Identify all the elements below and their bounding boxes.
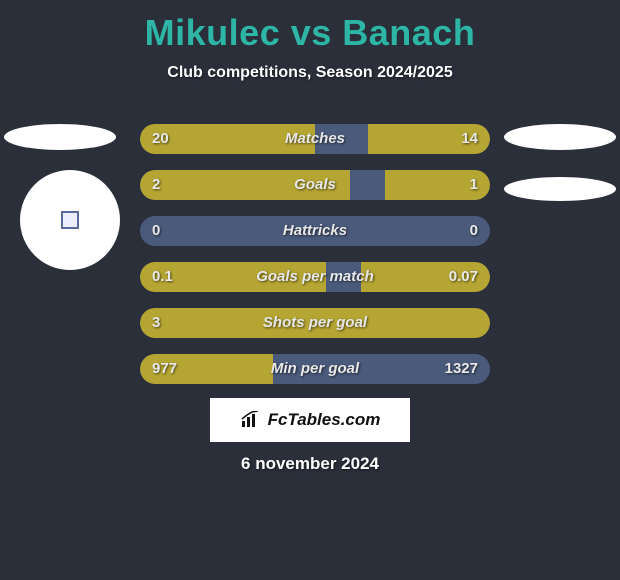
stat-row: 977Min per goal1327 [140,354,490,384]
stats-container: 20Matches14 2Goals1 0Hattricks0 0.1Goals pe… [140,124,490,400]
stat-label: Shots per goal [140,308,490,338]
avatar-placeholder-right-2 [504,177,616,201]
stat-row: 0.1Goals per match0.07 [140,262,490,292]
stat-label: Hattricks [140,216,490,246]
stat-value-right: 1327 [445,354,478,384]
avatar-placeholder-left-2 [20,170,120,270]
stat-label: Goals [140,170,490,200]
avatar-icon [61,211,79,229]
stat-value-right: 14 [461,124,478,154]
avatar-placeholder-left-1 [4,124,116,150]
stat-row: 20Matches14 [140,124,490,154]
stat-row: 0Hattricks0 [140,216,490,246]
stat-value-right: 0.07 [449,262,478,292]
brand-badge: FcTables.com [210,398,410,442]
stat-row: 3Shots per goal [140,308,490,338]
stat-row: 2Goals1 [140,170,490,200]
stat-label: Goals per match [140,262,490,292]
avatar-placeholder-right-1 [504,124,616,150]
page-title: Mikulec vs Banach [0,0,620,54]
stat-label: Min per goal [140,354,490,384]
footer-date: 6 november 2024 [0,454,620,474]
brand-text: FcTables.com [268,410,381,430]
stat-label: Matches [140,124,490,154]
subtitle: Club competitions, Season 2024/2025 [0,64,620,82]
chart-icon [240,411,262,429]
stat-value-right: 1 [470,170,478,200]
stat-value-right: 0 [470,216,478,246]
